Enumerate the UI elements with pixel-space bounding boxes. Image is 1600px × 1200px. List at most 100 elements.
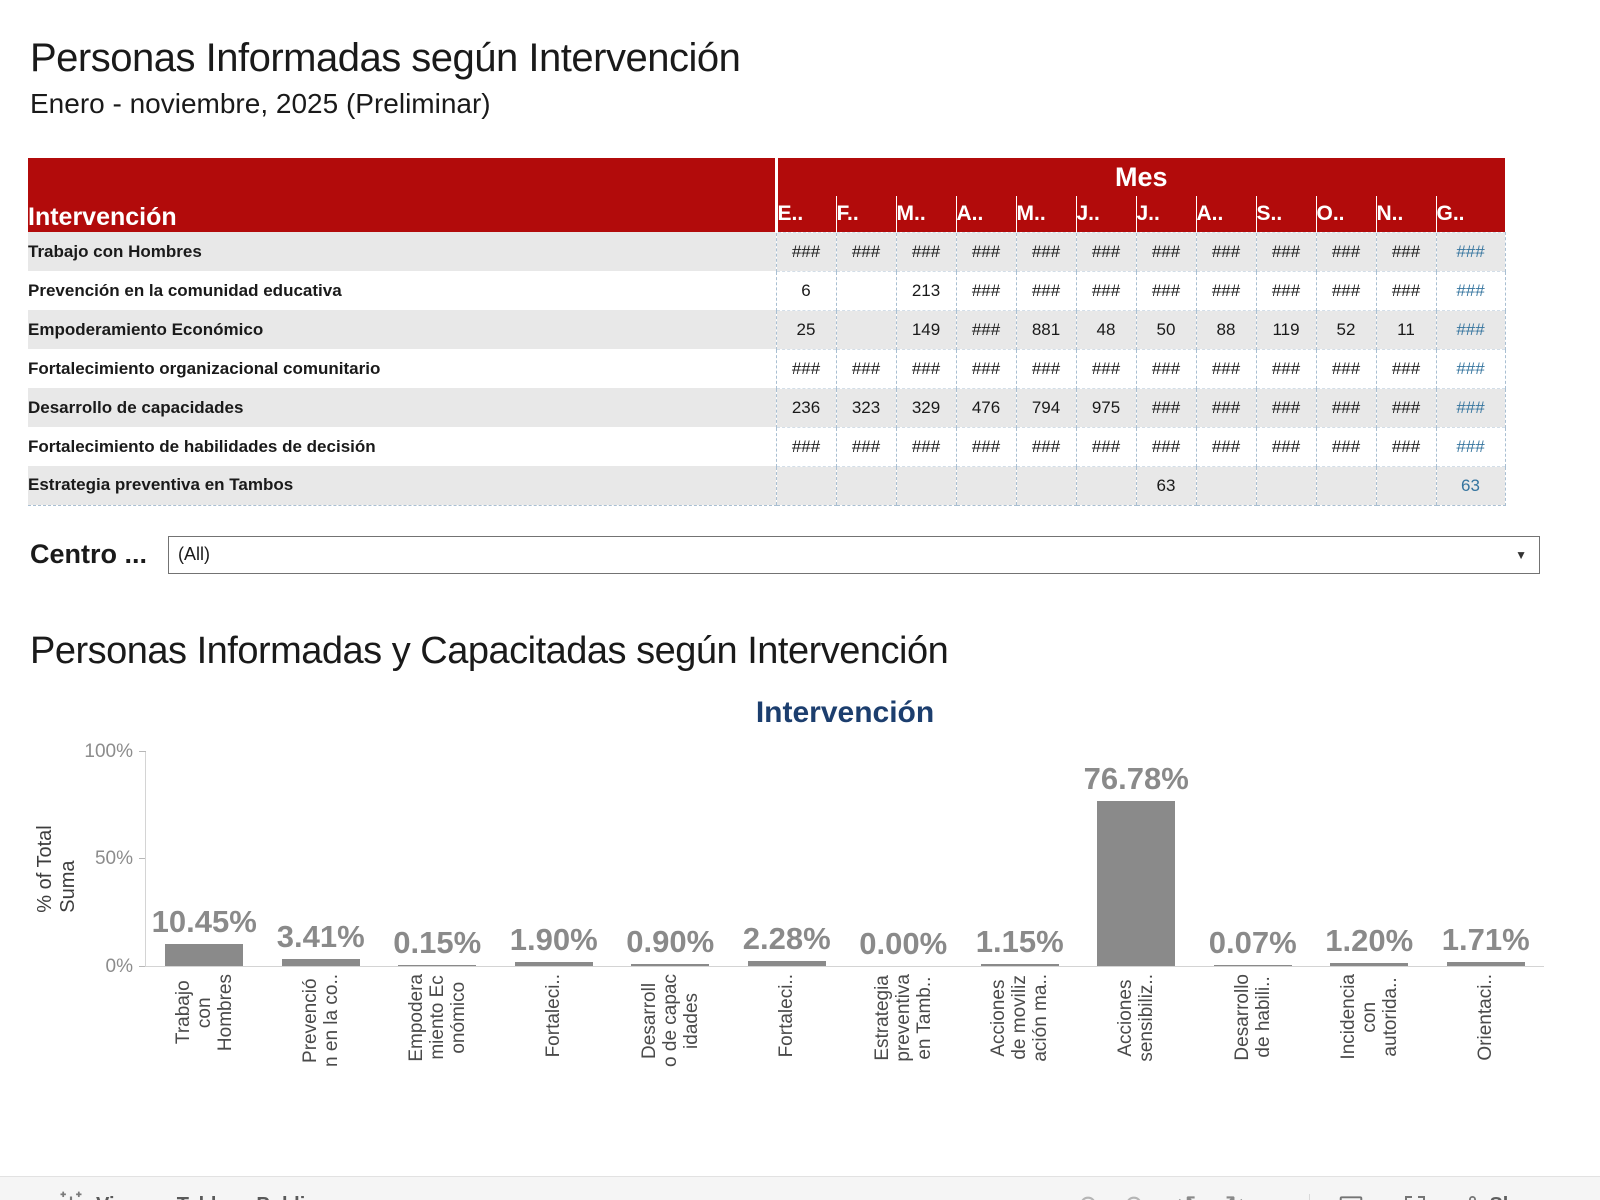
bar[interactable] bbox=[1097, 800, 1176, 966]
value-cell[interactable]: ### bbox=[1435, 231, 1506, 271]
value-cell[interactable]: ### bbox=[1015, 348, 1076, 388]
value-cell[interactable]: 11 bbox=[1375, 309, 1436, 349]
month-header[interactable]: M.. bbox=[1015, 196, 1076, 232]
value-cell[interactable]: ### bbox=[1435, 387, 1506, 427]
value-cell[interactable]: ### bbox=[1255, 387, 1316, 427]
value-cell[interactable]: 329 bbox=[895, 387, 956, 427]
month-header[interactable]: A.. bbox=[955, 196, 1016, 232]
x-axis-category-label[interactable]: Incidencia con autorida.. bbox=[1337, 973, 1401, 1060]
value-cell[interactable]: 63 bbox=[1435, 465, 1506, 506]
value-cell[interactable] bbox=[1315, 465, 1376, 506]
month-header[interactable]: G.. bbox=[1435, 196, 1506, 232]
value-cell[interactable]: ### bbox=[955, 426, 1016, 466]
value-cell[interactable]: ### bbox=[1435, 348, 1506, 388]
month-header[interactable]: J.. bbox=[1135, 196, 1196, 232]
month-header[interactable]: O.. bbox=[1315, 196, 1376, 232]
value-cell[interactable]: ### bbox=[1315, 387, 1376, 427]
row-field-header[interactable]: Intervención bbox=[28, 158, 776, 232]
revert-icon[interactable]: ↺ bbox=[1175, 1193, 1197, 1200]
value-cell[interactable] bbox=[1075, 465, 1136, 506]
value-cell[interactable]: 476 bbox=[955, 387, 1016, 427]
x-axis-category-label[interactable]: Trabajo con Hombres bbox=[172, 973, 236, 1051]
value-cell[interactable]: ### bbox=[1375, 387, 1436, 427]
value-cell[interactable]: ### bbox=[895, 426, 956, 466]
chart-field-title[interactable]: Intervención bbox=[755, 695, 935, 729]
value-cell[interactable]: ### bbox=[1135, 387, 1196, 427]
value-cell[interactable]: ### bbox=[1315, 270, 1376, 310]
value-cell[interactable]: ### bbox=[1255, 348, 1316, 388]
value-cell[interactable]: ### bbox=[1015, 270, 1076, 310]
value-cell[interactable]: ### bbox=[1315, 426, 1376, 466]
value-cell[interactable] bbox=[895, 465, 956, 506]
value-cell[interactable]: ### bbox=[1195, 348, 1256, 388]
value-cell[interactable]: 149 bbox=[895, 309, 956, 349]
row-label[interactable]: Fortalecimiento de habilidades de decisi… bbox=[28, 436, 376, 456]
value-cell[interactable]: 6 bbox=[775, 270, 836, 310]
value-cell[interactable]: ### bbox=[835, 231, 896, 271]
x-axis-category-label[interactable]: Acciones de moviliz ación ma.. bbox=[988, 973, 1052, 1062]
value-cell[interactable]: ### bbox=[1015, 426, 1076, 466]
value-cell[interactable]: ### bbox=[1255, 231, 1316, 271]
x-axis-category-label[interactable]: Acciones sensibiliz.. bbox=[1115, 973, 1158, 1062]
value-cell[interactable]: ### bbox=[775, 426, 836, 466]
x-axis-category-label[interactable]: Fortaleci.. bbox=[776, 973, 798, 1057]
value-cell[interactable] bbox=[775, 465, 836, 506]
row-label[interactable]: Fortalecimiento organizacional comunitar… bbox=[28, 358, 381, 378]
row-label[interactable]: Trabajo con Hombres bbox=[28, 241, 202, 261]
row-label[interactable]: Desarrollo de capacidades bbox=[28, 397, 244, 417]
value-cell[interactable]: ### bbox=[835, 426, 896, 466]
value-cell[interactable]: 794 bbox=[1015, 387, 1076, 427]
value-cell[interactable]: ### bbox=[1075, 348, 1136, 388]
value-cell[interactable]: 213 bbox=[895, 270, 956, 310]
value-cell[interactable]: ### bbox=[1195, 426, 1256, 466]
x-axis-category-label[interactable]: Empodera miento Ec onómico bbox=[405, 973, 469, 1062]
value-cell[interactable]: ### bbox=[1135, 426, 1196, 466]
bar[interactable] bbox=[165, 943, 244, 966]
value-cell[interactable]: ### bbox=[775, 231, 836, 271]
bar[interactable] bbox=[1446, 961, 1525, 966]
value-cell[interactable]: ### bbox=[1195, 270, 1256, 310]
value-cell[interactable]: 323 bbox=[835, 387, 896, 427]
x-axis-category-label[interactable]: Orientaci.. bbox=[1475, 973, 1497, 1061]
value-cell[interactable]: ### bbox=[1435, 270, 1506, 310]
month-header[interactable]: F.. bbox=[835, 196, 896, 232]
value-cell[interactable]: ### bbox=[1375, 270, 1436, 310]
value-cell[interactable]: ### bbox=[895, 231, 956, 271]
value-cell[interactable]: 975 bbox=[1075, 387, 1136, 427]
undo-icon[interactable]: ↶ bbox=[1075, 1193, 1097, 1200]
value-cell[interactable]: 48 bbox=[1075, 309, 1136, 349]
month-header[interactable]: E.. bbox=[774, 196, 836, 232]
value-cell[interactable]: ### bbox=[1195, 231, 1256, 271]
value-cell[interactable]: ### bbox=[955, 270, 1016, 310]
x-axis-category-label[interactable]: Estrategia preventiva en Tamb.. bbox=[871, 973, 935, 1062]
value-cell[interactable]: ### bbox=[1015, 231, 1076, 271]
month-header[interactable]: N.. bbox=[1375, 196, 1436, 232]
month-header[interactable]: J.. bbox=[1075, 196, 1136, 232]
value-cell[interactable]: 88 bbox=[1195, 309, 1256, 349]
column-field-header[interactable]: Mes bbox=[774, 158, 1506, 196]
value-cell[interactable]: 63 bbox=[1135, 465, 1196, 506]
bar[interactable] bbox=[980, 963, 1059, 966]
bar[interactable] bbox=[747, 960, 826, 966]
value-cell[interactable] bbox=[835, 465, 896, 506]
bar[interactable] bbox=[281, 958, 360, 966]
value-cell[interactable]: ### bbox=[775, 348, 836, 388]
value-cell[interactable]: ### bbox=[1375, 348, 1436, 388]
x-axis-category-label[interactable]: Desarroll o de capac idades bbox=[638, 973, 702, 1067]
value-cell[interactable]: ### bbox=[1135, 270, 1196, 310]
value-cell[interactable]: 25 bbox=[775, 309, 836, 349]
centro-filter-dropdown[interactable]: (All) ▼ bbox=[168, 535, 1540, 574]
value-cell[interactable] bbox=[835, 309, 896, 349]
value-cell[interactable]: ### bbox=[1135, 231, 1196, 271]
value-cell[interactable]: ### bbox=[1255, 270, 1316, 310]
value-cell[interactable]: ### bbox=[1435, 426, 1506, 466]
value-cell[interactable]: ### bbox=[1255, 426, 1316, 466]
value-cell[interactable]: 881 bbox=[1015, 309, 1076, 349]
value-cell[interactable] bbox=[1195, 465, 1256, 506]
more-options-caret-icon[interactable]: ▾ bbox=[1274, 1198, 1281, 1200]
value-cell[interactable]: ### bbox=[955, 309, 1016, 349]
fullscreen-button[interactable] bbox=[1403, 1194, 1427, 1200]
share-button[interactable]: Share bbox=[1455, 1194, 1545, 1200]
value-cell[interactable]: 52 bbox=[1315, 309, 1376, 349]
value-cell[interactable]: ### bbox=[1075, 270, 1136, 310]
